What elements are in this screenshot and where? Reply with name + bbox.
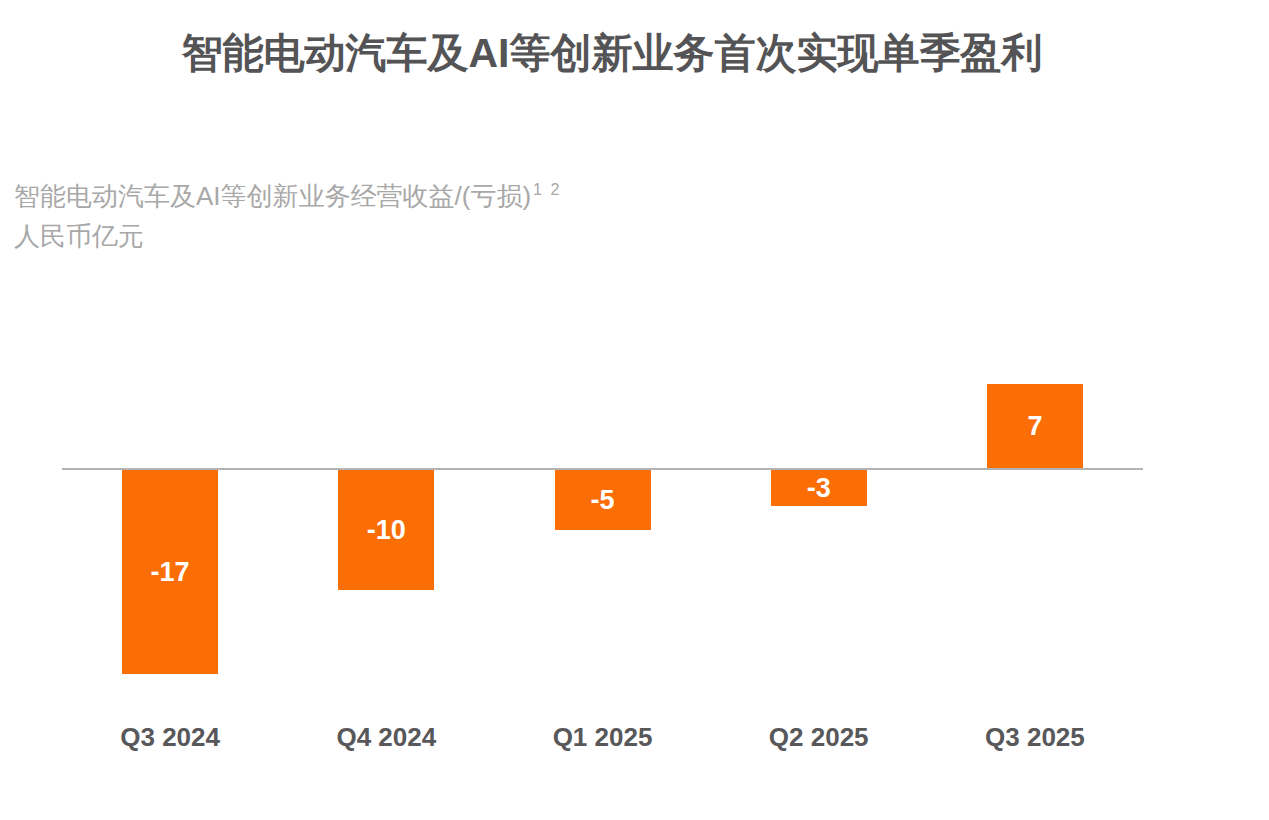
- chart-subtitle: 智能电动汽车及AI等创新业务经营收益/(亏损)1 2 人民币亿元: [14, 176, 561, 256]
- bar-value-label: -3: [807, 475, 831, 502]
- bar-value-label: -17: [151, 559, 190, 586]
- chart-title: 智能电动汽车及AI等创新业务首次实现单季盈利: [0, 26, 1224, 81]
- bar-q4-2024: -10: [338, 470, 434, 590]
- x-axis-label-q3-2025: Q3 2025: [925, 722, 1145, 753]
- x-axis-label-q4-2024: Q4 2024: [276, 722, 496, 753]
- footnote-superscript: 1 2: [533, 181, 561, 198]
- subtitle-unit: 人民币亿元: [14, 221, 144, 251]
- x-axis-label-q2-2025: Q2 2025: [709, 722, 929, 753]
- bar-q3-2025: 7: [987, 384, 1083, 468]
- bar-q2-2025: -3: [771, 470, 867, 506]
- bar-q1-2025: -5: [555, 470, 651, 530]
- bar-value-label: 7: [1027, 413, 1042, 440]
- chart-page: 智能电动汽车及AI等创新业务首次实现单季盈利 智能电动汽车及AI等创新业务经营收…: [0, 0, 1269, 820]
- bar-q3-2024: -17: [122, 470, 218, 674]
- subtitle-line1: 智能电动汽车及AI等创新业务经营收益/(亏损): [14, 181, 531, 211]
- x-axis-label-q1-2025: Q1 2025: [493, 722, 713, 753]
- bar-value-label: -10: [367, 517, 406, 544]
- x-axis-label-q3-2024: Q3 2024: [60, 722, 280, 753]
- bar-value-label: -5: [590, 487, 614, 514]
